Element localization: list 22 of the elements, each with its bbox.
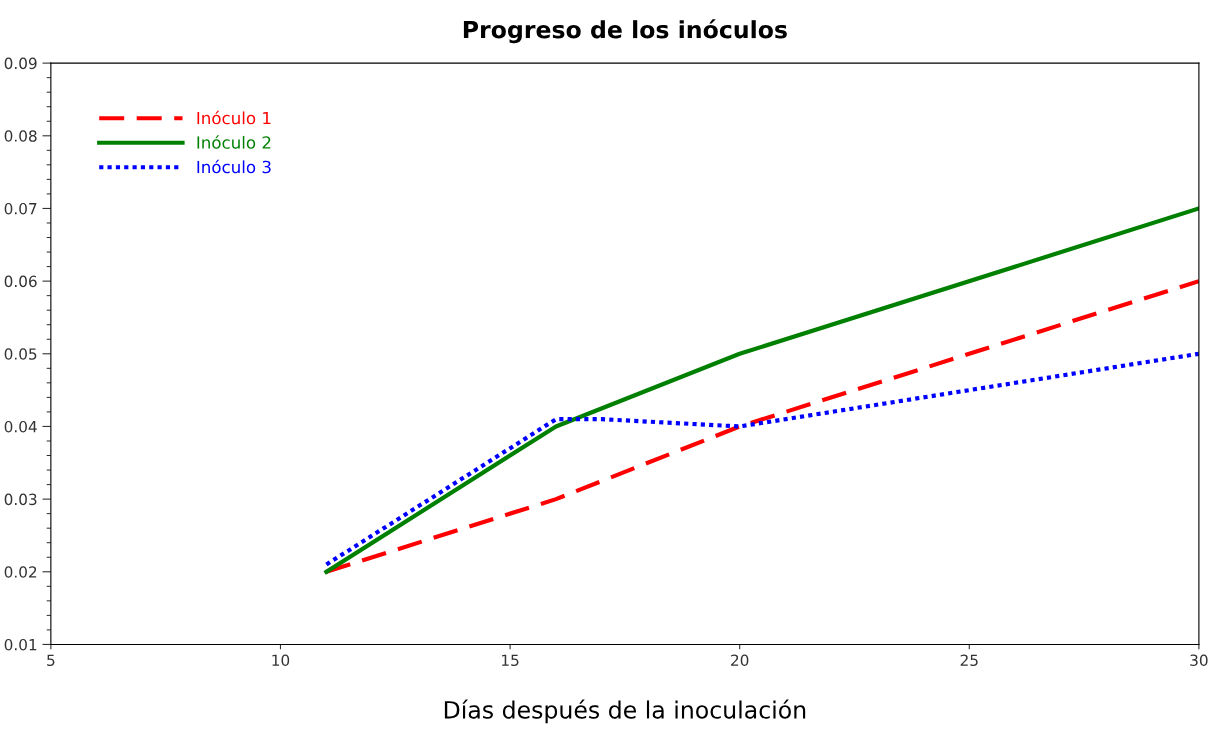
x-tick-label: 20 bbox=[731, 654, 749, 666]
x-tick-label: 10 bbox=[272, 654, 290, 666]
y-tick-label: 0.09 bbox=[4, 57, 37, 70]
x-tick-label: 30 bbox=[1190, 654, 1208, 666]
y-tick-label: 0.07 bbox=[4, 202, 37, 215]
x-axis-title: Días después de la inoculación bbox=[444, 699, 806, 724]
legend-label: Inóculo 3 bbox=[197, 159, 271, 174]
x-tick-label: 15 bbox=[502, 654, 519, 666]
x-tick-label: 5 bbox=[47, 654, 55, 666]
y-tick-label: 0.01 bbox=[4, 638, 37, 651]
y-tick-label: 0.04 bbox=[4, 420, 37, 433]
chart-title: Progreso de los inóculos bbox=[463, 19, 787, 44]
line-series bbox=[324, 351, 1199, 567]
y-tick-label: 0.03 bbox=[4, 493, 37, 506]
legend-label: Inóculo 1 bbox=[197, 110, 271, 125]
y-tick-label: 0.02 bbox=[4, 566, 37, 578]
y-tick-label: 0.08 bbox=[4, 130, 37, 142]
y-tick-label: 0.05 bbox=[4, 348, 37, 360]
line-series bbox=[324, 206, 1199, 574]
x-tick-label: 25 bbox=[960, 654, 978, 666]
y-tick-label: 0.06 bbox=[4, 275, 37, 288]
legend-label: Inóculo 2 bbox=[197, 135, 271, 149]
